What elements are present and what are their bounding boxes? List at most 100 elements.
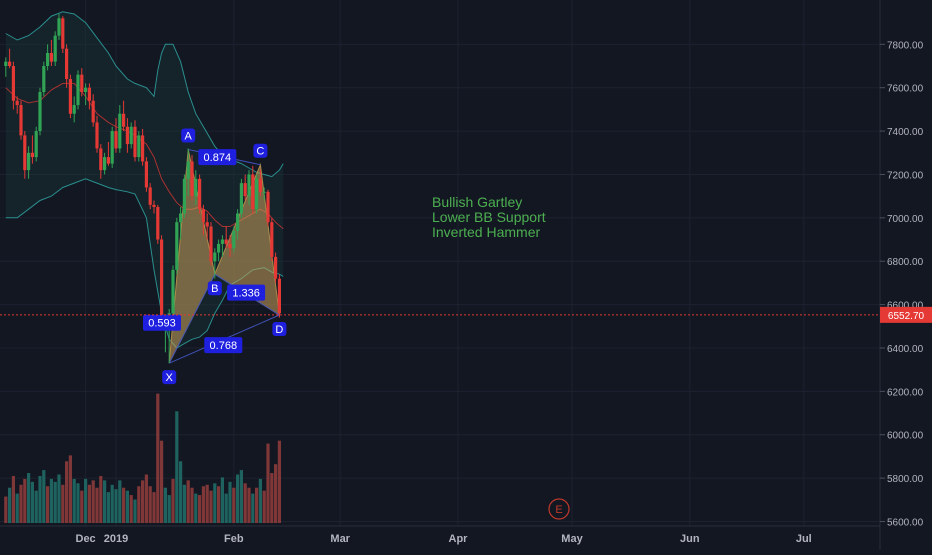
volume-bar [190,487,194,523]
candle-body [23,135,27,171]
volume-bar [266,443,270,523]
ratio-badge[interactable] [198,149,237,166]
volume-bar [125,490,129,523]
price-tick-label: 7800.00 [887,40,924,51]
time-axis[interactable]: Dec 2019 Feb Mar Apr May Jun Jul [76,533,812,545]
candle-body [65,48,69,80]
volume-bar [87,484,91,523]
time-tick-label: 2019 [104,533,128,545]
volume-bar [224,493,228,523]
pattern-point-badge[interactable] [207,281,222,296]
candlesticks [4,13,281,364]
event-circle[interactable] [548,498,570,520]
pattern-labels[interactable]: X A B C D 0.874 0.593 1.336 0.768 [143,128,287,385]
candle-body [266,191,270,223]
candle-body [201,209,205,223]
volume-bar [34,490,38,523]
time-tick-label: May [561,533,583,545]
candle-body [42,66,46,93]
candle-body [175,222,179,270]
volume-bar [156,393,160,523]
price-tick-label: 5800.00 [887,474,924,485]
time-tick-label: Mar [330,533,350,545]
candle-body [19,105,23,136]
volume-bar [255,487,259,523]
event-marker[interactable]: E [548,498,570,520]
candle-body [194,178,198,197]
bb-upper-line [5,11,284,178]
price-tick-label: 6600.00 [887,301,924,312]
pattern-point-badge[interactable] [181,128,196,143]
candle-body [160,239,164,327]
volume-bar [179,461,183,523]
price-tick-label: 6000.00 [887,431,924,442]
volume-bar [160,440,164,523]
candle-body [61,18,65,49]
volume-bar [274,464,278,523]
annotation-line[interactable]: Bullish Gartley [432,194,522,210]
volume-bar [141,480,145,523]
bb-fill [5,11,284,349]
ratio-badge[interactable] [204,337,243,354]
annotation-line[interactable]: Inverted Hammer [432,224,540,240]
candle-body [34,131,38,158]
volume-bar [220,477,224,523]
candle-body [274,256,278,279]
time-tick-label: Jul [796,533,812,545]
volume-bar [205,484,209,523]
candle-body [68,79,72,114]
price-tick-label: 6400.00 [887,344,924,355]
candle-body [209,226,213,262]
candle-body [152,204,156,207]
volume-bar [228,481,232,523]
candle-body [156,206,160,240]
candle-body [141,135,145,162]
candle-body [239,183,243,214]
volume-bar [8,487,12,523]
candle-body [133,126,137,158]
time-tick-label: Jun [680,533,700,545]
volume-bar [30,481,34,523]
volume-bar [236,474,240,523]
ratio-label: 1.336 [232,288,260,300]
candle-body [99,148,103,171]
candle-body [110,131,114,164]
price-axis[interactable]: 5600.00 5800.00 6000.00 6200.00 6400.00 6600.… [880,40,924,529]
candle-body [11,66,15,101]
pattern-point-badge[interactable] [162,370,177,385]
volume-bar [152,492,156,523]
volume-bar [110,484,114,523]
candle-body [148,187,152,205]
volume-bar [129,495,133,523]
volume-bar [23,478,27,523]
ratio-badge[interactable] [227,284,266,301]
volume-bar [103,480,107,523]
volume-bar [163,487,167,523]
volume-bar [65,461,69,523]
volume-bar [57,474,61,523]
time-tick-label: Apr [449,533,469,545]
time-tick-label: Feb [224,533,244,545]
volume-bar [198,495,202,523]
annotation-line[interactable]: Lower BB Support [432,209,546,225]
volume-bar [4,496,8,523]
candle-body [182,178,186,214]
price-tick-label: 5600.00 [887,518,924,529]
pattern-point-badge[interactable] [253,143,268,158]
volume-bar [42,470,46,523]
pattern-point-label: C [256,146,264,158]
volume-bar [49,478,53,523]
volume-bar [243,483,247,523]
candle-body [87,87,91,101]
pattern-point-label: B [211,283,218,295]
volume-bar [262,490,266,523]
pattern-point-label: X [166,372,174,384]
candle-body [213,252,217,262]
pattern-point-badge[interactable] [272,322,287,337]
volume-bar [194,493,198,523]
current-price-label: 6552.70 [888,311,925,322]
ratio-badge[interactable] [143,314,181,331]
